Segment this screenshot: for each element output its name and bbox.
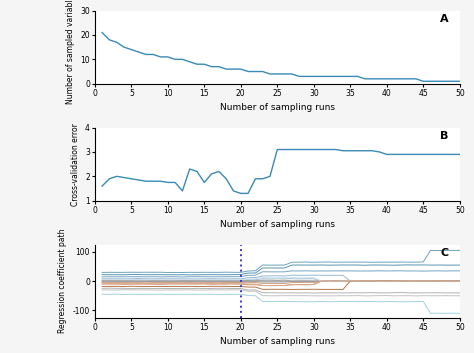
- Y-axis label: Regression coefficient path: Regression coefficient path: [58, 229, 67, 333]
- X-axis label: Number of sampling runs: Number of sampling runs: [220, 103, 335, 112]
- X-axis label: Number of sampling runs: Number of sampling runs: [220, 220, 335, 229]
- Text: C: C: [441, 248, 449, 258]
- Y-axis label: Cross-validation error: Cross-validation error: [71, 123, 80, 205]
- Text: B: B: [440, 131, 449, 141]
- Y-axis label: Number of sampled variables: Number of sampled variables: [65, 0, 74, 104]
- X-axis label: Number of sampling runs: Number of sampling runs: [220, 337, 335, 346]
- Text: A: A: [440, 14, 449, 24]
